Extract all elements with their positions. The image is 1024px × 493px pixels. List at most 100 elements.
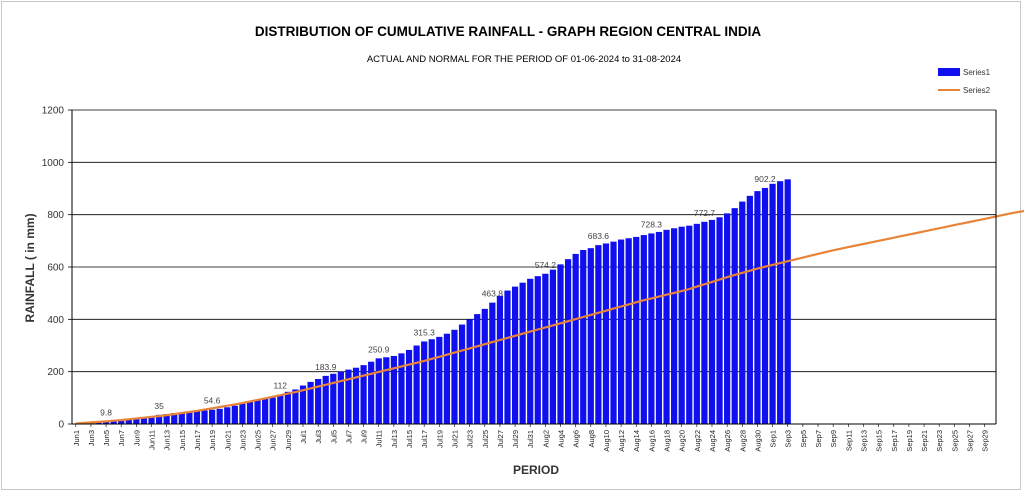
x-tick-label: Jul21: [451, 430, 460, 448]
bar: [625, 238, 632, 424]
data-label: 250.9: [368, 344, 390, 354]
x-tick-label: Jul29: [511, 430, 520, 448]
bar: [178, 412, 185, 424]
chart-subtitle: ACTUAL AND NORMAL FOR THE PERIOD OF 01-0…: [366, 54, 682, 65]
bar: [496, 295, 504, 424]
bar: [557, 264, 564, 424]
bar: [421, 341, 428, 424]
bar: [436, 336, 443, 424]
bar: [246, 401, 254, 424]
x-tick-label: Jun27: [269, 430, 278, 450]
x-tick-label: Jul7: [344, 430, 353, 444]
bar: [193, 411, 201, 424]
bar: [148, 416, 155, 424]
bar: [458, 324, 466, 424]
x-tick-label: Sep1: [769, 430, 778, 448]
bar: [708, 219, 716, 424]
x-tick-label: Sep5: [799, 430, 808, 448]
bar: [731, 208, 738, 424]
x-tick-label: Sep21: [920, 430, 929, 452]
legend: Series1 Series2: [938, 68, 991, 95]
x-tick-label: Aug12: [617, 430, 626, 452]
bar: [262, 398, 269, 424]
bar: [542, 273, 549, 424]
data-label: 183.9: [315, 362, 337, 372]
series2-line: [75, 209, 1024, 425]
y-tick-label: 1200: [42, 106, 65, 117]
bar: [784, 179, 791, 424]
x-tick-label: Sep27: [966, 430, 975, 452]
bar: [504, 290, 511, 424]
bar: [474, 314, 481, 424]
bar: [443, 333, 451, 424]
x-tick-label: Jul11: [375, 430, 384, 447]
bar: [761, 187, 769, 424]
bar: [345, 369, 352, 424]
bar: [360, 365, 367, 424]
bar: [617, 239, 625, 424]
x-tick-label: Aug26: [723, 430, 732, 452]
bar: [125, 419, 132, 424]
bar: [95, 422, 102, 424]
bar: [292, 389, 299, 424]
data-label: 772.7: [694, 208, 716, 218]
bar: [155, 414, 163, 424]
bar: [163, 414, 170, 424]
bar: [655, 231, 663, 424]
bar: [716, 217, 723, 424]
data-label: 728.3: [641, 219, 663, 229]
x-tick-label: Aug30: [753, 430, 762, 452]
bar: [777, 181, 784, 424]
y-axis-label: RAINFALL ( in mm): [23, 213, 37, 322]
data-label: 574.2: [535, 260, 557, 270]
data-label: 112: [273, 381, 287, 391]
bar: [337, 371, 344, 424]
x-tick-label: Sep19: [905, 430, 914, 452]
bar: [466, 319, 473, 424]
y-tick-label: 0: [58, 420, 64, 431]
x-tick-label: Jun23: [238, 430, 247, 450]
x-tick-label: Jun13: [163, 430, 172, 450]
bar: [678, 226, 685, 424]
bar: [686, 225, 693, 424]
x-tick-label: Sep29: [981, 430, 990, 452]
bar: [390, 355, 397, 424]
bar: [186, 411, 193, 424]
bar: [277, 394, 284, 424]
bar: [754, 191, 761, 424]
bar: [322, 375, 329, 424]
x-tick-label: Aug2: [541, 430, 550, 448]
x-tick-label: Jul1: [299, 430, 308, 444]
bar: [769, 183, 776, 424]
x-tick-label: Jun9: [132, 430, 141, 446]
x-tick-label: Jul17: [420, 430, 429, 448]
bar: [413, 345, 420, 424]
bar: [284, 391, 291, 424]
bar: [405, 349, 413, 424]
x-tick-label: Jun11: [148, 430, 157, 450]
x-tick-label: Jul27: [496, 430, 505, 448]
y-tick-label: 400: [47, 315, 64, 326]
bar: [239, 403, 246, 424]
x-tick-labels: Jun1 Jun3 Jun5 Jun7 Jun9 Jun11 Jun13 Jun15 Jun17…: [72, 424, 990, 452]
bar: [368, 361, 375, 424]
bar: [587, 248, 594, 424]
bar: [375, 358, 382, 424]
x-tick-label: Jul5: [329, 430, 338, 444]
bar: [519, 282, 526, 424]
x-tick-label: Sep25: [950, 430, 959, 452]
chart-title: DISTRIBUTION OF CUMULATIVE RAINFALL - GR…: [254, 24, 762, 39]
bar: [489, 302, 496, 424]
bar: [724, 213, 731, 424]
bar: [383, 357, 390, 424]
legend-swatch-series1: [938, 68, 960, 76]
x-tick-label: Sep7: [814, 430, 823, 448]
bar: [671, 228, 678, 424]
x-tick-label: Jun15: [178, 430, 187, 450]
x-tick-label: Jun21: [223, 430, 232, 450]
x-tick-label: Sep17: [890, 430, 899, 452]
bar: [224, 407, 231, 424]
x-tick-label: Aug8: [587, 430, 596, 448]
x-tick-label: Jun7: [117, 430, 126, 446]
